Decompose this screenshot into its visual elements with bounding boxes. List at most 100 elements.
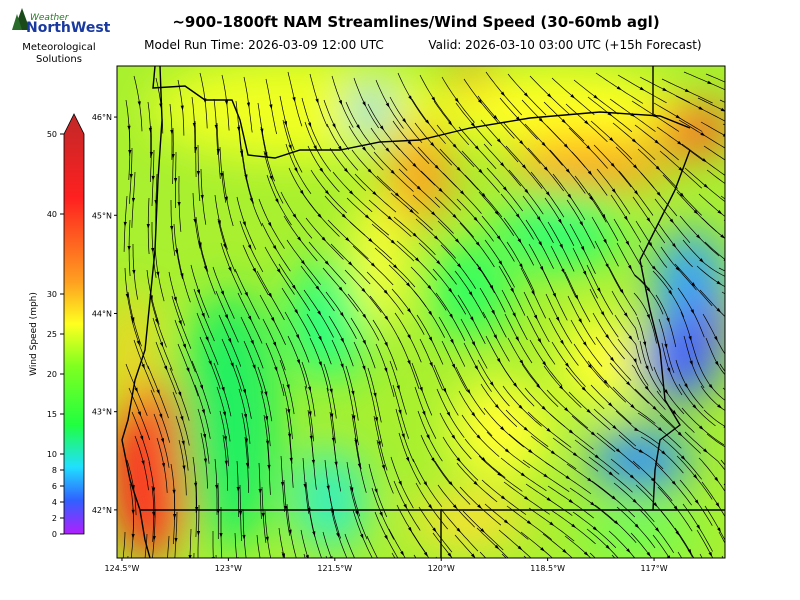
stream-arrow — [631, 138, 637, 143]
stream-arrow — [543, 166, 549, 172]
stream-arrow — [619, 289, 624, 295]
stream-arrow — [733, 578, 737, 583]
stream-arrow — [655, 527, 660, 533]
stream-arrow — [227, 338, 232, 344]
stream-arrow — [374, 417, 378, 423]
stream-arrow — [193, 218, 197, 224]
stream-arrow — [381, 582, 385, 587]
stream-arrow — [431, 457, 436, 463]
stream-arrow — [552, 292, 557, 299]
stream-arrow — [230, 362, 234, 368]
stream-arrow — [431, 211, 436, 216]
stream-arrow — [220, 172, 224, 178]
stream-arrow — [528, 449, 534, 454]
stream-arrow — [652, 406, 658, 411]
stream-arrow — [539, 266, 544, 272]
stream-arrow — [203, 265, 207, 271]
streamline — [677, 551, 683, 558]
colorbar-tick-label: 2 — [52, 514, 57, 523]
stream-arrow — [470, 553, 476, 558]
stream-arrow — [367, 168, 373, 174]
stream-arrow — [137, 101, 141, 107]
streamline — [366, 535, 378, 558]
stream-arrow — [587, 477, 593, 482]
stream-arrow — [717, 210, 723, 215]
stream-arrow — [149, 151, 153, 157]
stream-arrow — [170, 129, 174, 135]
stream-arrow — [579, 221, 584, 227]
stream-arrow — [161, 462, 166, 469]
stream-arrow — [334, 579, 338, 584]
stream-arrow — [605, 263, 610, 269]
stream-arrow — [296, 359, 300, 365]
stream-arrow — [568, 429, 574, 434]
stream-arrow — [180, 273, 184, 279]
stream-arrow — [546, 497, 552, 502]
stream-arrow — [307, 386, 312, 392]
streamline — [706, 433, 725, 448]
stream-arrow — [693, 474, 698, 480]
stream-arrow — [222, 411, 226, 417]
stream-arrow — [454, 97, 459, 103]
stream-arrow — [362, 339, 367, 346]
stream-arrow — [129, 173, 133, 179]
stream-arrow — [688, 335, 692, 342]
streamline — [370, 560, 397, 600]
streamline — [728, 76, 779, 100]
stream-arrow — [318, 336, 322, 342]
stream-arrow — [549, 521, 555, 526]
logo-main: NorthWest — [26, 20, 111, 36]
stream-arrow — [538, 241, 543, 247]
stream-arrow — [270, 317, 275, 323]
stream-arrow — [564, 407, 569, 412]
stream-arrow — [675, 530, 680, 536]
streamline — [325, 555, 328, 558]
stream-arrow — [515, 213, 520, 219]
stream-arrow — [519, 263, 523, 269]
stream-arrow — [493, 334, 498, 340]
streamline — [303, 553, 306, 558]
stream-arrow — [651, 265, 657, 271]
stream-arrow — [393, 264, 398, 269]
stream-arrow — [584, 120, 590, 125]
logo: Weather NorthWest — [12, 8, 111, 36]
stream-arrow — [669, 218, 674, 224]
streamline — [260, 559, 277, 600]
streamline — [611, 554, 616, 558]
stream-arrow — [568, 499, 574, 504]
stream-arrow — [634, 190, 639, 196]
stream-arrow — [729, 83, 734, 87]
streamline — [700, 121, 725, 137]
logo-sub: Meteorological Solutions — [22, 42, 96, 65]
streamline — [122, 531, 126, 558]
streamline — [167, 535, 170, 558]
stream-arrow — [523, 92, 529, 98]
lon-tick-label: 123°W — [215, 564, 242, 573]
stream-arrow — [744, 401, 749, 404]
stream-arrow — [724, 161, 725, 162]
stream-arrow — [125, 293, 129, 299]
stream-arrow — [242, 534, 246, 540]
stream-arrow — [408, 527, 412, 533]
stream-arrow — [589, 196, 594, 202]
stream-arrow — [412, 163, 418, 168]
stream-arrow — [656, 191, 662, 197]
stream-arrow — [415, 257, 420, 263]
stream-arrow — [419, 386, 423, 393]
stream-arrow — [423, 551, 429, 557]
stream-arrow — [455, 238, 460, 244]
streamline — [728, 340, 773, 372]
stream-arrow — [152, 511, 156, 517]
stream-arrow — [361, 288, 366, 293]
stream-arrow — [438, 187, 444, 193]
streamline — [193, 552, 195, 558]
stream-arrow — [747, 160, 752, 164]
stream-arrow — [753, 444, 758, 447]
stream-arrow — [250, 339, 254, 346]
stream-arrow — [533, 314, 538, 320]
streamline — [215, 554, 217, 558]
streamline — [127, 555, 129, 558]
stream-arrow — [374, 488, 378, 494]
stream-arrow — [432, 527, 437, 533]
stream-arrow — [452, 504, 458, 510]
